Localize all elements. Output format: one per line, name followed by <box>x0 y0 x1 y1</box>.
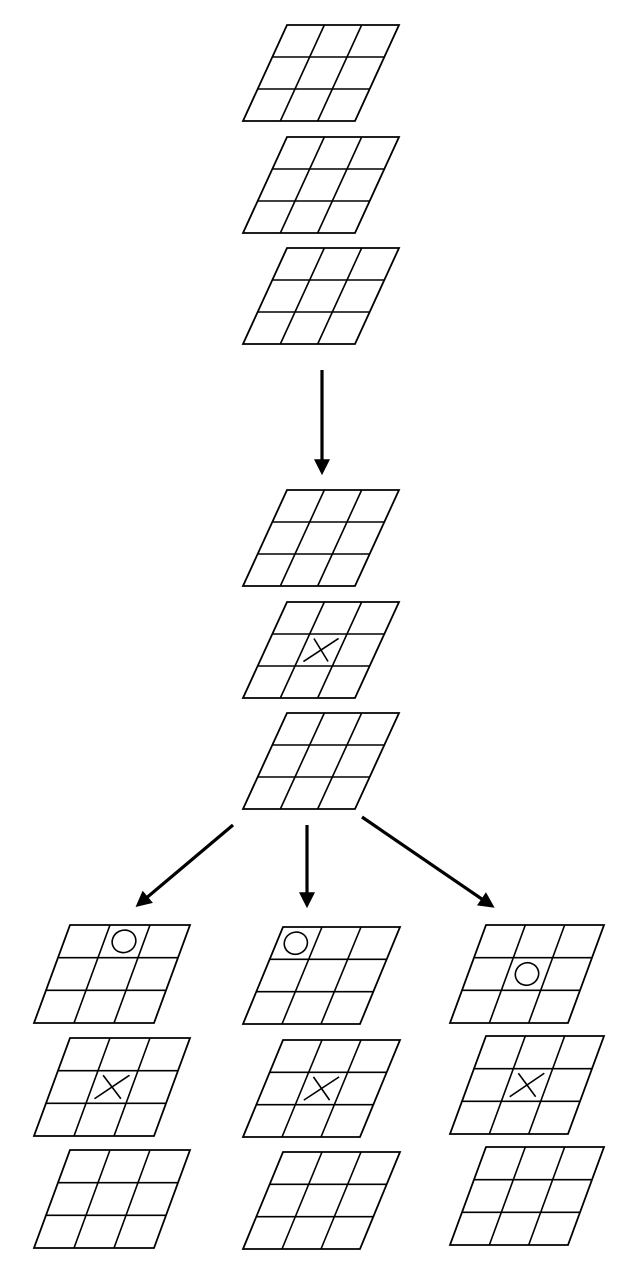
grid-line-vertical <box>316 247 363 345</box>
x-mark <box>94 1074 130 1100</box>
board-layer <box>32 1037 192 1137</box>
grid-line-vertical <box>113 1149 151 1249</box>
board-layer <box>448 924 606 1024</box>
board-outline <box>241 136 401 234</box>
grid-line-vertical <box>527 924 566 1024</box>
stack-o-top-right <box>32 924 192 1249</box>
board-layer <box>241 136 401 234</box>
grid-line-vertical <box>281 926 323 1025</box>
board-outline <box>448 924 606 1024</box>
grid-line-vertical <box>113 924 151 1024</box>
board-layer <box>241 24 401 122</box>
grid-line-vertical <box>488 1035 527 1135</box>
grid-line-vertical <box>279 247 326 345</box>
x-mark <box>302 637 340 663</box>
board-layer <box>448 1035 606 1135</box>
grid-line-vertical <box>279 24 326 122</box>
grid-line-vertical <box>527 1035 566 1135</box>
board-layer <box>241 926 402 1025</box>
grid-line-vertical <box>279 712 326 810</box>
grid-line-vertical <box>316 601 363 699</box>
board-layer <box>241 712 401 810</box>
stack-root <box>241 24 401 345</box>
board-layer <box>241 1039 402 1138</box>
arrow-x-to-o-center <box>361 815 495 908</box>
board-outline <box>241 926 402 1025</box>
board-outline <box>32 1149 192 1249</box>
grid-line-vertical <box>281 1151 323 1250</box>
stack-o-top-left <box>241 926 402 1250</box>
grid-line-vertical <box>316 136 363 234</box>
grid-line-vertical <box>113 1037 151 1137</box>
grid-line-vertical <box>73 1149 111 1249</box>
grid-line-vertical <box>316 489 363 587</box>
grid-line-vertical <box>527 1146 566 1246</box>
board-outline <box>241 712 401 810</box>
x-mark <box>303 1076 340 1101</box>
grid-line-vertical <box>488 924 527 1024</box>
board-layers <box>32 24 606 1250</box>
grid-line-vertical <box>279 136 326 234</box>
board-layer <box>241 1151 402 1250</box>
o-mark <box>514 961 540 987</box>
o-mark <box>283 931 309 956</box>
x-mark <box>509 1072 545 1098</box>
grid-line-vertical <box>316 712 363 810</box>
tree-arrows <box>135 370 495 909</box>
grid-line-vertical <box>73 1037 111 1137</box>
board-outline <box>241 489 401 587</box>
grid-line-vertical <box>279 601 326 699</box>
grid-line-vertical <box>281 1039 323 1138</box>
grid-line-vertical <box>316 24 363 122</box>
grid-line-vertical <box>279 489 326 587</box>
stack-o-center <box>448 924 606 1246</box>
board-outline <box>241 247 401 345</box>
grid-line-vertical <box>488 1146 527 1246</box>
board-outline <box>241 1151 402 1250</box>
board-outline <box>448 1146 606 1246</box>
board-layer <box>241 601 401 699</box>
board-outline <box>241 24 401 122</box>
stack-after-x <box>241 489 401 810</box>
o-mark <box>111 929 137 954</box>
grid-line-vertical <box>320 1039 362 1138</box>
board-layer <box>32 1149 192 1249</box>
arrow-x-to-o-top-right <box>135 823 235 908</box>
grid-line-vertical <box>320 1151 362 1250</box>
grid-line-vertical <box>320 926 362 1025</box>
grid-line-vertical <box>73 924 111 1024</box>
board-layer <box>241 247 401 345</box>
board-layer <box>448 1146 606 1246</box>
board-layer <box>241 489 401 587</box>
board-layer <box>32 924 192 1024</box>
